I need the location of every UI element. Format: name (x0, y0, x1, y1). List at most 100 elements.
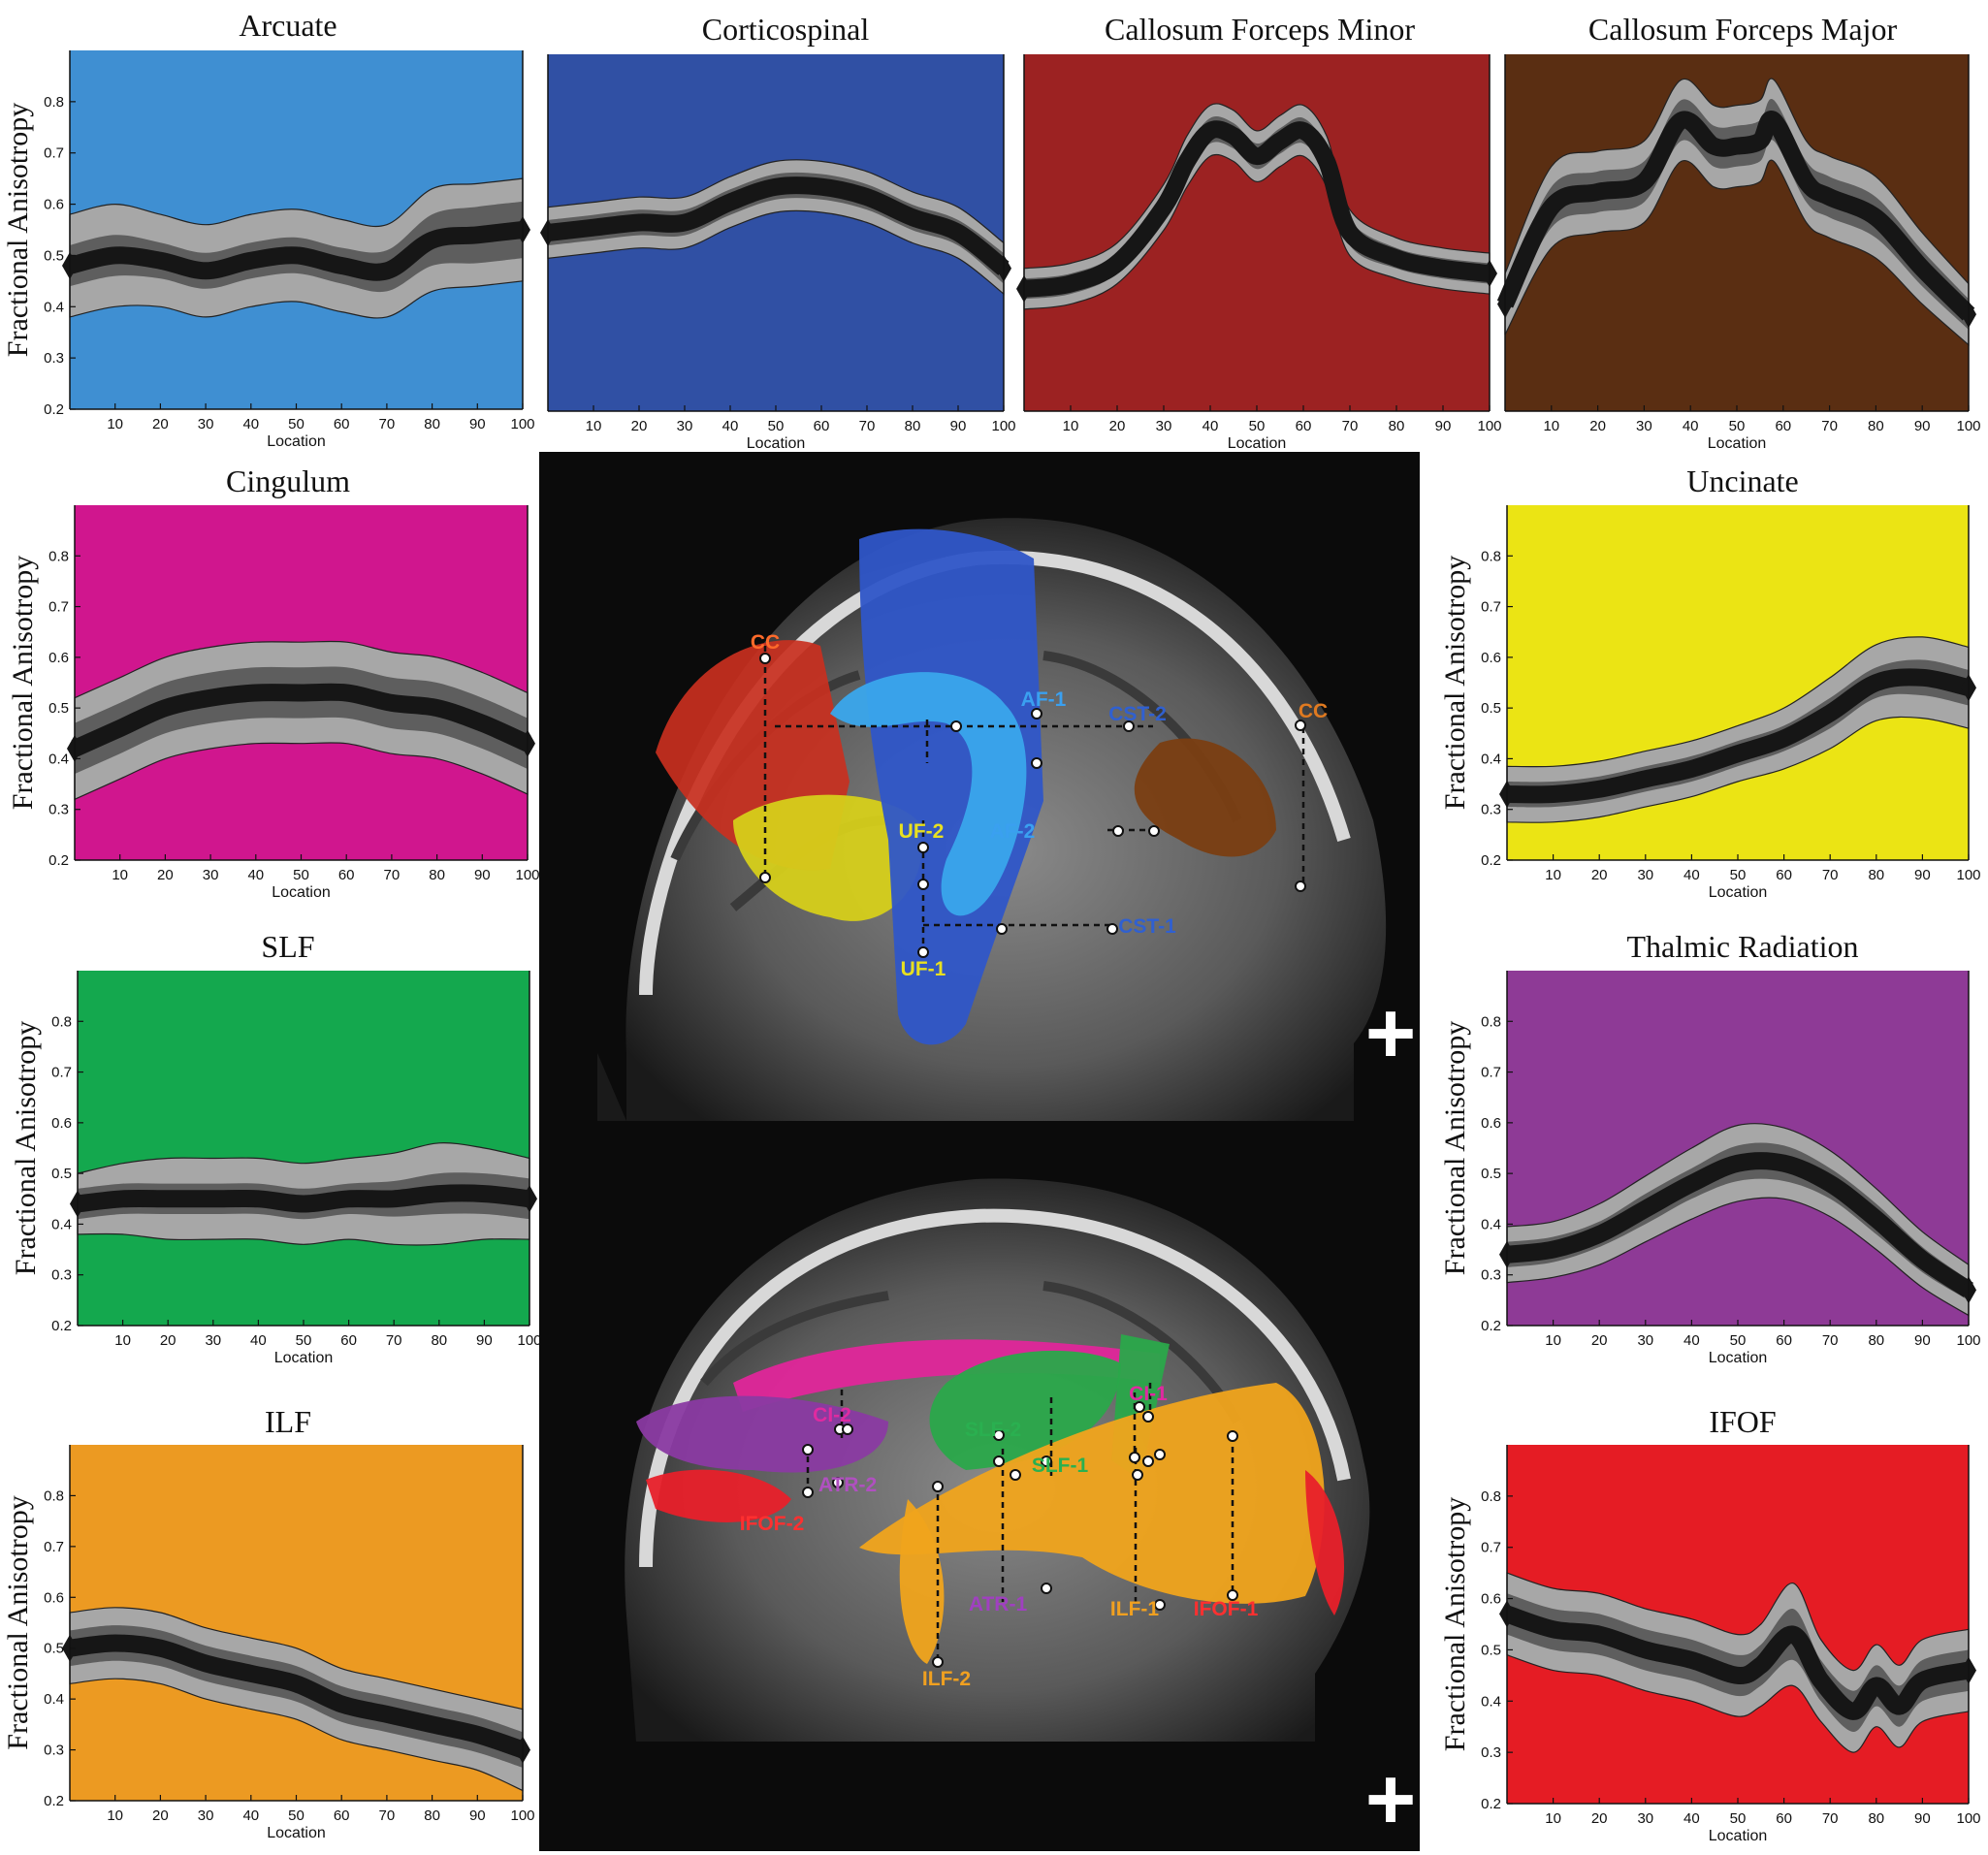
x-axis-label: Location (272, 884, 331, 901)
chart-svg: 10 20 30 40 50 60 70 80 90 100 0.2 0.3 0.4 0.5 0.6 0.7 0… (2, 1445, 535, 1841)
y-tick-label: 0.6 (44, 197, 64, 213)
x-tick-label: 80 (1868, 1810, 1884, 1827)
x-tick-label: 10 (1063, 418, 1079, 434)
x-tick-label: 40 (1683, 1332, 1700, 1349)
tract-label: CC (751, 631, 780, 654)
x-tick-label: 70 (384, 867, 401, 883)
y-tick-label: 0.4 (1481, 751, 1501, 767)
tract-label: ATR-2 (818, 1474, 877, 1496)
chart-title: Cingulum (225, 464, 350, 498)
y-axis-label: Fractional Anisotropy (7, 556, 39, 810)
y-tick-label: 0.5 (1481, 1166, 1501, 1182)
x-tick-label: 10 (586, 418, 602, 434)
x-tick-label: 30 (1637, 1810, 1653, 1827)
x-axis-label: Location (274, 1350, 334, 1366)
x-tick-label: 80 (1868, 1332, 1884, 1349)
plus-sign-top: + (1365, 985, 1417, 1082)
tract-label: ATR-1 (969, 1593, 1028, 1615)
ilf-panel: ILF 10 20 30 40 50 60 70 80 90 100 0.2 0.3 0.4 0.5 0.6… (0, 1396, 543, 1852)
x-tick-label: 80 (431, 1332, 447, 1349)
x-tick-label: 60 (1775, 418, 1791, 434)
x-tick-label: 80 (429, 867, 445, 883)
thalamic-panel: Thalmic Radiation 10 20 30 40 50 60 70 80 90 100 0… (1439, 921, 1988, 1377)
x-tick-label: 50 (288, 416, 305, 432)
top-brain-slice (597, 518, 1387, 1121)
arcuate-panel: Arcuate 10 20 30 40 50 60 70 80 90 100 0.2 0.3 0.4 0.… (0, 0, 543, 456)
x-tick-label: 90 (1914, 1810, 1931, 1827)
chart-title: Corticospinal (701, 12, 870, 47)
x-axis-label: Location (1709, 1828, 1768, 1844)
x-tick-label: 40 (1683, 418, 1699, 434)
tract-label: IFOF-1 (1194, 1598, 1259, 1620)
x-axis-label: Location (1708, 435, 1767, 452)
x-tick-label: 40 (242, 1807, 259, 1824)
x-tick-label: 100 (510, 1807, 534, 1824)
tract-label: ILF-2 (922, 1668, 971, 1690)
x-tick-label: 10 (1545, 867, 1561, 883)
x-tick-label: 50 (1249, 418, 1266, 434)
x-tick-label: 100 (1956, 867, 1980, 883)
x-tick-label: 70 (1822, 1332, 1839, 1349)
x-tick-label: 50 (296, 1332, 312, 1349)
y-tick-label: 0.8 (1481, 548, 1501, 564)
mean-line (546, 176, 1010, 275)
y-tick-label: 0.6 (48, 650, 69, 666)
cingulum-panel: Cingulum 10 20 30 40 50 60 70 80 90 100 0.2 0.3 0.4 0… (0, 456, 543, 912)
x-tick-label: 20 (1591, 1332, 1608, 1349)
x-tick-label: 100 (1956, 418, 1980, 434)
bottom-brain-slice (625, 1178, 1370, 1742)
chart-title: Thalmic Radiation (1626, 929, 1859, 964)
x-tick-label: 20 (1109, 418, 1126, 434)
y-tick-label: 0.7 (1481, 1540, 1501, 1556)
x-tick-label: 80 (1868, 418, 1884, 434)
x-tick-label: 60 (340, 1332, 357, 1349)
x-tick-label: 60 (1776, 1810, 1792, 1827)
y-tick-label: 0.6 (1481, 650, 1501, 666)
tract-label: CI-1 (1129, 1383, 1168, 1405)
x-tick-label: 30 (205, 1332, 221, 1349)
y-tick-label: 0.4 (44, 299, 64, 315)
y-tick-label: 0.3 (1481, 1744, 1501, 1761)
x-tick-label: 90 (469, 416, 486, 432)
y-tick-label: 0.7 (44, 145, 64, 162)
y-axis-label: Fractional Anisotropy (2, 1495, 34, 1749)
ifof-panel: IFOF 10 20 30 40 50 60 70 80 90 100 0.2 0.3 0.4 0.5 0.… (1439, 1396, 1988, 1852)
inner-band (1507, 1593, 1969, 1733)
x-tick-label: 20 (1589, 418, 1606, 434)
x-tick-label: 90 (1914, 1332, 1931, 1349)
x-tick-label: 10 (112, 867, 128, 883)
x-tick-label: 10 (107, 1807, 123, 1824)
tract-label: UF-1 (901, 958, 946, 980)
plus-sign-bottom: + (1365, 1751, 1417, 1848)
mean-line (68, 1634, 526, 1759)
chart-svg: 10 20 30 40 50 60 70 80 90 100 0.2 0.3 0.4 0.5 0.6 0.7 0… (1439, 505, 1981, 901)
x-tick-label: 70 (386, 1332, 402, 1349)
y-axis-label: Fractional Anisotropy (2, 103, 34, 357)
x-tick-label: 70 (1822, 867, 1839, 883)
x-tick-label: 80 (1389, 418, 1405, 434)
x-tick-label: 90 (1435, 418, 1452, 434)
x-tick-label: 80 (905, 418, 921, 434)
y-tick-label: 0.8 (51, 1013, 72, 1030)
x-tick-label: 40 (250, 1332, 267, 1349)
mean-line (1496, 111, 1975, 321)
x-tick-label: 30 (1637, 1332, 1653, 1349)
x-tick-label: 40 (247, 867, 264, 883)
y-tick-label: 0.2 (44, 1793, 64, 1809)
y-axis-label: Fractional Anisotropy (10, 1021, 42, 1275)
y-tick-label: 0.8 (44, 1487, 64, 1504)
x-tick-label: 10 (114, 1332, 131, 1349)
y-tick-label: 0.4 (44, 1691, 64, 1708)
chart-svg: 10 20 30 40 50 60 70 80 90 100 0.2 0.3 0.4 0.5 0.6 0.7 0… (10, 971, 542, 1366)
x-tick-label: 70 (1822, 1810, 1839, 1827)
x-tick-label: 10 (1545, 1332, 1561, 1349)
x-tick-label: 90 (950, 418, 967, 434)
x-tick-label: 100 (1956, 1810, 1980, 1827)
y-tick-label: 0.5 (44, 1641, 64, 1657)
tract-label: AF-1 (1021, 688, 1067, 711)
x-tick-label: 30 (677, 418, 693, 434)
x-tick-label: 100 (991, 418, 1015, 434)
y-tick-label: 0.3 (44, 1743, 64, 1759)
x-tick-label: 60 (334, 416, 350, 432)
x-tick-label: 20 (1591, 867, 1608, 883)
